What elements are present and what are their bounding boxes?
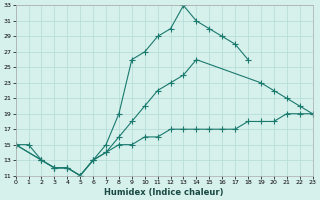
X-axis label: Humidex (Indice chaleur): Humidex (Indice chaleur) <box>104 188 224 197</box>
